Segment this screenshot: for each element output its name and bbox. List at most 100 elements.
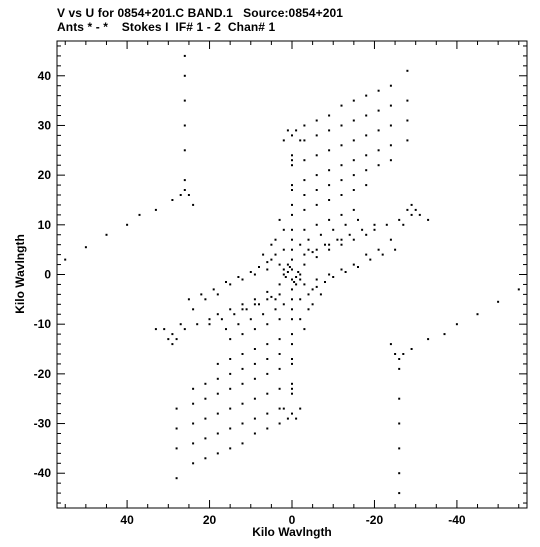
uv-point <box>291 213 293 216</box>
uv-point <box>241 367 244 370</box>
uv-point <box>295 283 298 286</box>
uv-point <box>266 290 269 293</box>
uv-point <box>291 184 293 187</box>
uv-point <box>216 452 219 455</box>
uv-point <box>204 417 207 420</box>
uv-point <box>266 261 269 264</box>
uv-point <box>216 412 219 415</box>
uv-point <box>200 293 203 296</box>
x-axis-label: Kilo Wavlngth <box>252 525 332 539</box>
uv-point <box>286 129 289 132</box>
uv-point <box>377 164 380 167</box>
uv-point <box>389 238 392 241</box>
uv-point <box>352 99 355 102</box>
uv-point <box>291 308 293 311</box>
uv-point <box>352 238 355 241</box>
uv-point <box>237 276 240 278</box>
uv-point <box>183 124 186 127</box>
y-tick-label: -40 <box>34 466 52 480</box>
uv-point <box>365 253 368 256</box>
uv-point <box>291 154 293 157</box>
uv-point <box>245 308 248 311</box>
uv-point <box>291 248 293 251</box>
uv-point <box>352 159 355 162</box>
uv-point <box>270 258 273 261</box>
uv-point <box>303 253 306 256</box>
uv-point <box>126 223 129 226</box>
uv-point <box>183 149 186 152</box>
uv-point <box>365 134 368 137</box>
uv-point <box>324 281 326 283</box>
uv-point <box>278 218 281 221</box>
uv-point <box>282 407 285 410</box>
uv-point <box>253 273 256 276</box>
uv-point <box>291 164 293 167</box>
uv-point <box>319 293 322 296</box>
uv-point <box>398 218 401 221</box>
uv-point <box>278 407 281 410</box>
uv-point <box>187 298 190 301</box>
uv-point <box>319 233 322 236</box>
uv-point <box>340 104 343 107</box>
uv-point <box>332 276 335 278</box>
uv-point <box>357 218 359 221</box>
uv-point <box>266 427 269 430</box>
uv-point <box>258 303 260 306</box>
uv-point <box>377 248 380 251</box>
uv-point <box>336 238 339 241</box>
uv-point <box>340 238 343 241</box>
uv-point <box>208 323 211 326</box>
uv-point <box>311 251 314 254</box>
uv-point <box>340 144 343 147</box>
uv-point <box>365 94 368 97</box>
uv-point <box>402 353 405 355</box>
uv-point <box>299 298 302 301</box>
uv-point <box>299 318 302 321</box>
uv-point <box>352 189 355 191</box>
uv-point <box>328 149 331 152</box>
uv-point <box>315 278 318 281</box>
chart-subtitle: Ants * - * Stokes I IF# 1 - 2 Chan# 1 <box>57 20 276 34</box>
uv-point <box>278 263 281 266</box>
uv-point <box>208 318 211 321</box>
uv-point <box>455 323 458 326</box>
uv-point <box>266 412 269 415</box>
uv-point <box>253 348 256 350</box>
uv-point <box>389 343 392 346</box>
uv-point <box>443 333 446 336</box>
uv-point <box>303 263 306 266</box>
uv-point <box>192 308 195 311</box>
uv-point <box>249 271 252 273</box>
uv-point <box>291 343 293 346</box>
uv-point <box>328 114 331 117</box>
uv-point <box>278 422 281 425</box>
uv-point <box>183 328 186 331</box>
uv-point <box>274 238 277 241</box>
uv-point <box>282 303 285 306</box>
uv-point <box>328 243 331 246</box>
uv-point <box>167 338 170 341</box>
uv-point <box>394 248 397 251</box>
uv-point <box>229 338 232 341</box>
uv-point <box>352 263 355 266</box>
uv-point <box>175 477 178 480</box>
uv-point <box>216 362 219 365</box>
uv-point <box>225 281 227 283</box>
uv-point <box>64 258 67 261</box>
uv-point <box>348 233 351 236</box>
uv-point <box>389 159 392 162</box>
uv-point <box>377 89 380 92</box>
uv-point <box>284 276 287 278</box>
uv-point <box>212 288 215 291</box>
uv-point <box>373 223 376 226</box>
uv-point <box>389 124 392 127</box>
uv-point <box>410 213 413 216</box>
uv-point <box>394 353 397 355</box>
uv-point <box>398 397 401 400</box>
uv-point <box>398 447 401 450</box>
uv-point <box>241 308 244 311</box>
uv-point <box>293 281 296 283</box>
uv-point <box>328 273 331 276</box>
uv-point <box>253 298 256 301</box>
uv-point <box>315 189 318 191</box>
